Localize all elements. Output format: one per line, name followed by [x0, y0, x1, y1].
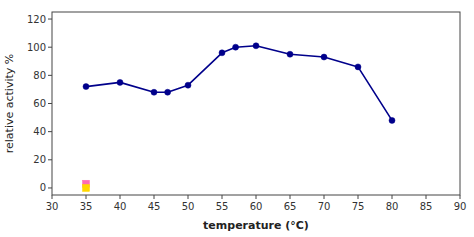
point [117, 79, 123, 85]
point [321, 54, 327, 60]
y-tick-label: 120 [27, 14, 46, 25]
x-tick [154, 195, 155, 199]
x-tick [290, 195, 291, 199]
x-tick-label: 50 [182, 201, 195, 212]
x-tick-label: 35 [80, 201, 93, 212]
x-tick [188, 195, 189, 199]
y-axis-label: relative activity % [3, 54, 16, 153]
x-tick [324, 195, 325, 199]
point [233, 44, 239, 50]
point [165, 89, 171, 95]
y-tick [48, 131, 52, 132]
x-tick [392, 195, 393, 199]
point [355, 64, 361, 70]
y-tick-label: 0 [40, 182, 46, 193]
x-tick-label: 40 [114, 201, 127, 212]
point [151, 89, 157, 95]
point [185, 82, 191, 88]
y-tick [48, 19, 52, 20]
y-tick [48, 75, 52, 76]
point [219, 50, 225, 56]
y-tick [48, 159, 52, 160]
x-tick [426, 195, 427, 199]
y-tick [48, 187, 52, 188]
y-tick [48, 47, 52, 48]
x-tick-label: 65 [284, 201, 297, 212]
y-tick-label: 20 [33, 154, 46, 165]
x-tick [222, 195, 223, 199]
x-tick-label: 90 [454, 201, 467, 212]
point [83, 184, 90, 191]
plot-frame [52, 12, 460, 195]
y-tick-label: 40 [33, 126, 46, 137]
y-tick [48, 103, 52, 104]
y-tick-label: 80 [33, 70, 46, 81]
x-tick-label: 70 [318, 201, 331, 212]
point [389, 117, 395, 123]
x-tick-label: 80 [386, 201, 399, 212]
x-tick [256, 195, 257, 199]
x-tick [86, 195, 87, 199]
x-tick [358, 195, 359, 199]
x-tick [460, 195, 461, 199]
plot-area [52, 12, 460, 195]
x-tick-label: 85 [420, 201, 433, 212]
chart: 30 35 40 45 50 55 60 65 70 75 80 85 90 0 20 40 60 80 100 12… [0, 0, 474, 237]
line [86, 46, 392, 121]
point [287, 51, 293, 57]
point [253, 43, 259, 49]
x-tick [52, 195, 53, 199]
x-tick-label: 45 [148, 201, 161, 212]
x-axis-label: temperature (°C) [203, 219, 309, 232]
y-tick-label: 60 [33, 98, 46, 109]
x-tick-label: 75 [352, 201, 365, 212]
x-tick-label: 60 [250, 201, 263, 212]
point [83, 84, 89, 90]
x-tick-label: 30 [46, 201, 59, 212]
y-tick-label: 100 [27, 42, 46, 53]
x-tick [120, 195, 121, 199]
x-tick-label: 55 [216, 201, 229, 212]
data-layer [83, 43, 396, 192]
